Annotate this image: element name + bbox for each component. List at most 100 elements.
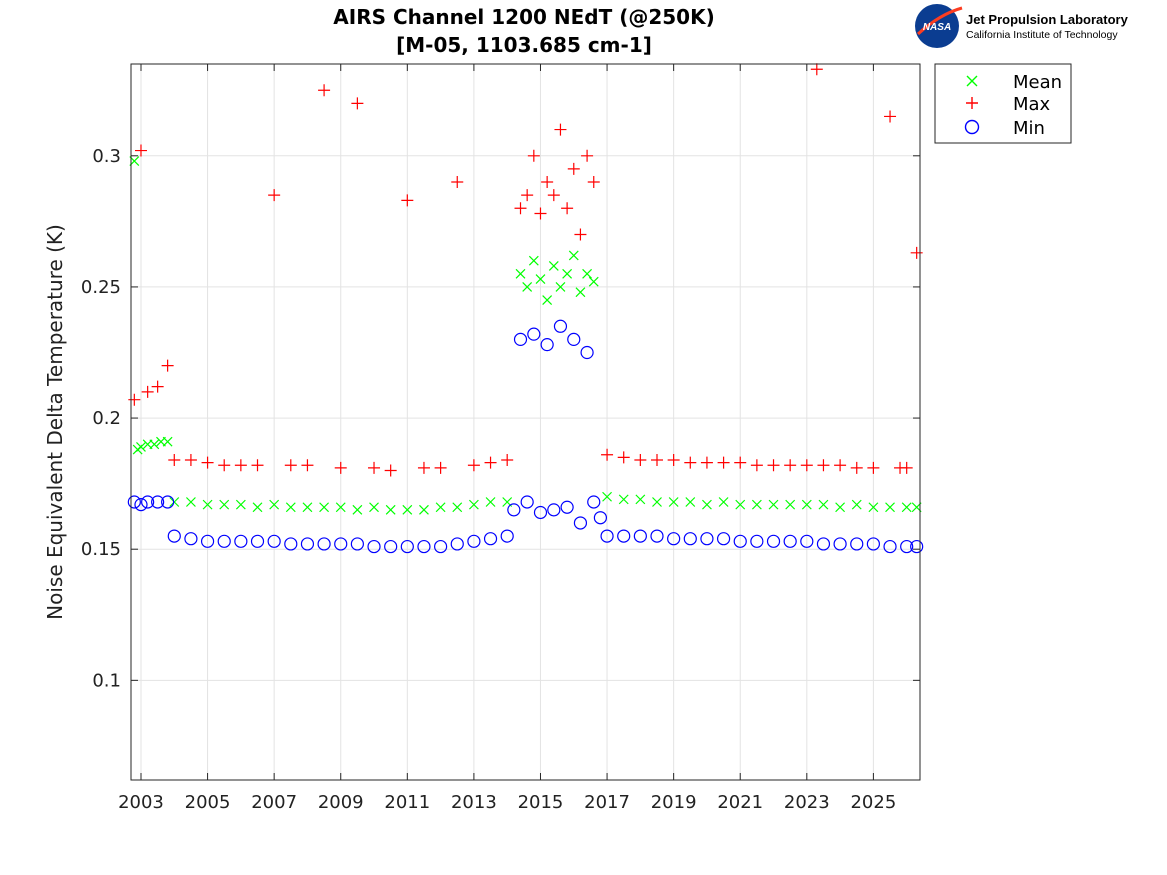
point-min — [350, 537, 364, 551]
point-max — [784, 459, 797, 472]
series-max — [128, 63, 923, 477]
point-max — [561, 202, 574, 215]
point-max — [867, 461, 880, 474]
point-mean — [285, 502, 296, 513]
point-mean — [751, 499, 762, 510]
point-min — [700, 532, 714, 546]
point-max — [527, 149, 540, 162]
point-max — [900, 461, 913, 474]
point-min — [127, 495, 141, 509]
point-max — [587, 176, 600, 189]
point-max — [234, 459, 247, 472]
nasa-swoosh-icon — [916, 6, 963, 36]
point-min — [567, 332, 581, 346]
point-max — [467, 459, 480, 472]
point-max — [484, 456, 497, 469]
point-max — [218, 459, 231, 472]
point-max — [434, 461, 447, 474]
point-mean — [685, 497, 696, 507]
point-mean — [435, 502, 446, 513]
point-max — [601, 448, 614, 461]
point-min — [161, 495, 175, 509]
y-axis-label: Noise Equivalent Delta Temperature (K) — [43, 224, 67, 620]
point-min — [167, 529, 181, 543]
point-max — [734, 456, 747, 469]
point-mean — [768, 499, 779, 510]
point-max — [351, 97, 364, 110]
point-min — [384, 539, 398, 554]
point-mean — [652, 497, 662, 507]
legend-entry-mean: Mean — [966, 72, 1062, 93]
point-min — [520, 495, 534, 509]
point-mean — [542, 295, 553, 305]
point-mean — [568, 250, 579, 261]
point-min — [540, 338, 554, 352]
data-points — [127, 63, 924, 554]
y-tick-label: 0.25 — [81, 277, 121, 298]
point-min — [547, 503, 561, 517]
point-min — [284, 537, 298, 551]
point-min — [733, 534, 747, 548]
x-tick-label: 2009 — [318, 792, 364, 813]
point-mean — [548, 261, 559, 271]
point-min — [234, 534, 248, 548]
point-min — [910, 539, 924, 554]
point-max — [401, 194, 414, 207]
series-mean — [129, 156, 922, 515]
point-max — [451, 176, 464, 189]
point-max — [268, 189, 281, 202]
point-min — [267, 534, 281, 548]
point-max — [128, 393, 141, 406]
point-max — [284, 459, 297, 472]
point-min — [816, 537, 831, 551]
point-max — [417, 461, 430, 474]
point-mean — [618, 494, 629, 505]
point-mean — [602, 491, 612, 502]
point-mean — [801, 499, 812, 510]
jpl-name: Jet Propulsion Laboratory — [966, 12, 1129, 27]
point-min — [367, 539, 381, 554]
point-max — [817, 459, 830, 472]
point-mean — [185, 497, 196, 507]
point-min — [716, 532, 731, 546]
y-axis: 0.1 0.15 0.2 0.25 0.3 — [81, 146, 920, 691]
point-min — [527, 327, 541, 341]
chart-subtitle: [M-05, 1103.685 cm-1] — [396, 33, 652, 57]
point-min — [217, 534, 231, 548]
x-tick-label: 2021 — [717, 792, 763, 813]
point-max — [334, 461, 347, 474]
nasa-meatball-icon — [915, 4, 959, 48]
point-mean — [718, 497, 729, 507]
point-min — [850, 537, 864, 551]
point-mean — [635, 494, 646, 505]
point-mean — [319, 502, 330, 513]
point-max — [521, 189, 534, 202]
point-mean — [468, 499, 479, 510]
point-min — [141, 495, 155, 509]
point-max — [251, 459, 264, 472]
x-tick-label: 2025 — [850, 792, 896, 813]
point-max — [651, 454, 663, 467]
point-mean — [535, 274, 546, 284]
point-max — [547, 189, 560, 202]
point-mean — [235, 499, 246, 510]
point-max — [767, 459, 780, 472]
point-mean — [515, 268, 526, 279]
point-mean — [149, 439, 160, 450]
point-mean — [735, 499, 746, 510]
point-max — [161, 359, 174, 372]
point-mean — [901, 502, 912, 513]
point-mean — [522, 282, 533, 292]
point-min — [883, 539, 897, 554]
x-tick-label: 2019 — [651, 792, 697, 813]
point-max — [634, 454, 647, 467]
point-max — [168, 454, 181, 467]
point-min — [633, 529, 647, 543]
grid-lines — [131, 64, 920, 780]
point-max — [318, 84, 331, 97]
point-min — [783, 534, 797, 548]
point-min — [587, 495, 601, 509]
x-tick-label: 2007 — [251, 792, 297, 813]
x-tick-label: 2003 — [118, 792, 164, 813]
point-min — [560, 500, 574, 514]
